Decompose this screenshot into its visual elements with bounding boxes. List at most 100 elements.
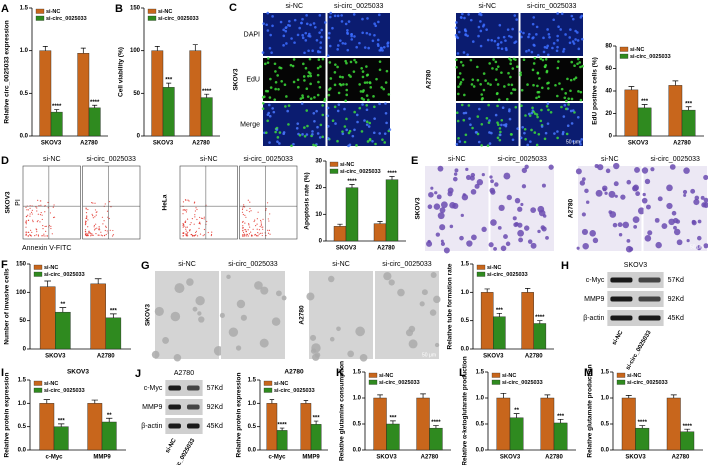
texture-dot: [27, 209, 29, 211]
texture-dot: [105, 233, 107, 236]
protein-label: MMP9: [584, 296, 604, 303]
column-header: si-NC: [200, 156, 218, 163]
texture-dot: [30, 211, 33, 213]
texture-dot: [41, 218, 43, 221]
bar: [55, 311, 71, 350]
y-tick-label: 0.0: [461, 347, 470, 353]
texture-dot: [296, 33, 300, 37]
texture-dot: [36, 221, 38, 223]
texture-dot: [94, 202, 96, 204]
texture-dot: [463, 93, 466, 97]
texture-dot: [511, 67, 515, 70]
texture-dot: [464, 29, 467, 32]
texture-dot: [358, 41, 361, 45]
texture-dot: [298, 133, 302, 137]
texture-dot: [556, 66, 560, 70]
texture-dot: [543, 45, 547, 49]
texture-dot: [305, 87, 309, 91]
texture-dot: [301, 94, 304, 97]
texture-dot: [457, 30, 461, 34]
texture-dot: [673, 225, 677, 230]
bar: [87, 403, 103, 451]
texture-dot: [510, 91, 513, 95]
bar: [521, 292, 534, 350]
texture-dot: [373, 117, 376, 120]
texture-dot: [560, 12, 564, 16]
scale-bar-label: 50 μm: [566, 139, 580, 145]
texture-dot: [188, 200, 190, 202]
column-header: si-circ_0025033: [651, 156, 701, 163]
error-bar: [80, 47, 86, 54]
column-header: si-NC: [479, 3, 497, 10]
texture-dot: [53, 204, 55, 206]
texture-dot: [508, 108, 511, 111]
texture-dot: [266, 29, 270, 32]
texture-dot: [245, 230, 247, 232]
texture-dot: [260, 224, 263, 226]
cell-line-label: SKOV3: [415, 197, 422, 219]
texture-dot: [327, 124, 330, 128]
texture-dot: [527, 35, 530, 39]
texture-dot: [342, 83, 345, 86]
texture-dot: [319, 65, 322, 68]
cell-line-label: SKOV3: [5, 191, 12, 213]
texture-dot: [569, 89, 572, 93]
texture-dot: [388, 279, 395, 286]
texture-dot: [27, 235, 30, 237]
texture-dot: [272, 110, 276, 114]
texture-dot: [504, 39, 507, 42]
texture-dot: [267, 103, 271, 107]
texture-dot: [365, 120, 369, 124]
texture-dot: [261, 51, 265, 54]
texture-dot: [628, 246, 634, 252]
texture-dot: [368, 81, 372, 84]
bar: [493, 316, 506, 350]
image: [151, 271, 224, 362]
texture-dot: [497, 225, 502, 230]
column-header: si-NC: [601, 156, 619, 163]
texture-dot: [382, 87, 385, 91]
texture-dot: [312, 111, 316, 115]
texture-dot: [655, 241, 662, 249]
texture-dot: [206, 220, 208, 223]
texture-dot: [266, 61, 270, 64]
texture-dot: [187, 199, 189, 201]
texture-dot: [569, 109, 573, 113]
texture-dot: [437, 212, 445, 220]
texture-dot: [334, 122, 337, 125]
texture-dot: [486, 38, 490, 42]
texture-dot: [185, 226, 187, 228]
texture-dot: [476, 115, 480, 118]
panel-letter: H: [561, 260, 569, 272]
texture-dot: [289, 63, 293, 67]
x-tick-label: MMP9: [302, 455, 320, 461]
texture-dot: [296, 122, 300, 125]
blot-band: [186, 423, 200, 429]
texture-dot: [254, 233, 257, 236]
error-bar: [269, 399, 275, 404]
image-background: [578, 166, 642, 251]
legend-swatch: [33, 264, 43, 270]
size-label: 45Kd: [668, 315, 684, 322]
texture-dot: [361, 103, 364, 106]
texture-dot: [31, 231, 33, 233]
texture-dot: [470, 189, 477, 195]
x-tick-label: SKOV3: [500, 455, 521, 461]
significance: ****: [52, 104, 62, 110]
texture-dot: [497, 98, 501, 101]
size-label: 92Kd: [207, 404, 223, 411]
texture-dot: [562, 50, 565, 53]
texture-dot: [568, 41, 572, 45]
significance: ***: [557, 414, 565, 420]
texture-dot: [92, 217, 94, 219]
texture-dot: [500, 47, 504, 51]
texture-dot: [202, 217, 204, 220]
texture-dot: [691, 220, 697, 226]
texture-dot: [457, 75, 460, 79]
texture-dot: [262, 228, 264, 230]
significance: ****: [90, 100, 100, 106]
texture-dot: [527, 112, 531, 116]
y-tick-label: 0.5: [601, 422, 610, 428]
texture-dot: [25, 221, 27, 223]
